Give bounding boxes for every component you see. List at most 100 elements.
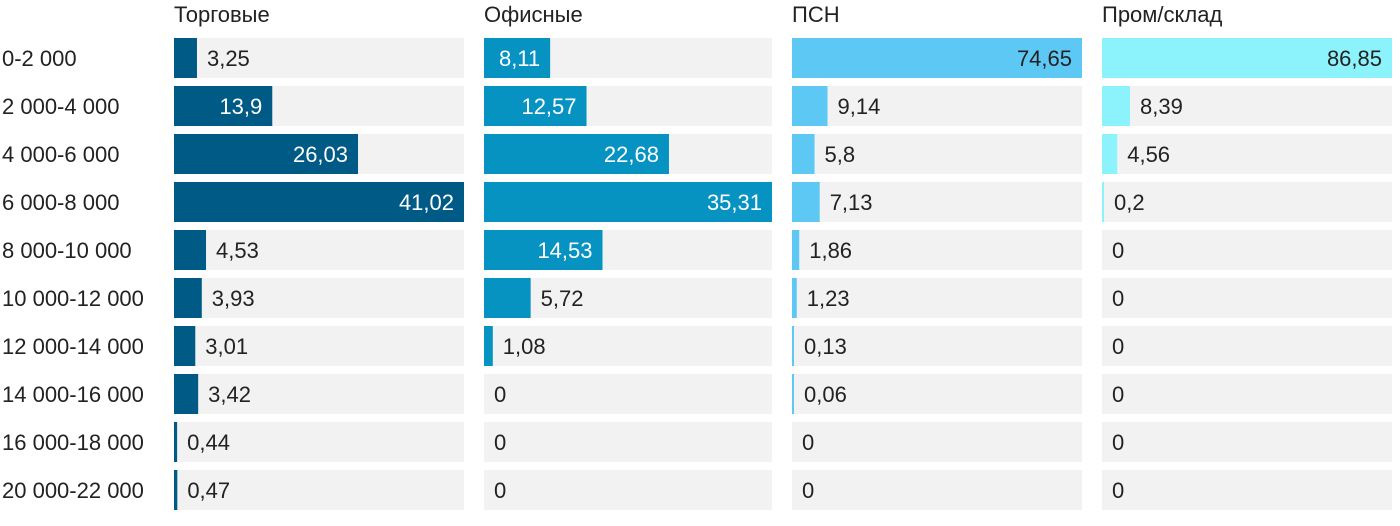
bar — [174, 278, 202, 318]
data-label: 0 — [802, 478, 814, 503]
bar — [484, 86, 587, 126]
bar — [174, 374, 199, 414]
data-label: 0 — [1112, 382, 1124, 407]
bar — [792, 230, 800, 270]
bar-track — [1102, 134, 1392, 174]
data-label: 0,44 — [187, 430, 230, 455]
bar — [174, 470, 178, 510]
data-label: 0 — [494, 478, 506, 503]
bar-track — [792, 278, 1082, 318]
data-label: 1,86 — [809, 238, 852, 263]
bar-track — [484, 374, 772, 414]
data-label: 1,08 — [503, 334, 546, 359]
bar — [792, 182, 820, 222]
bar-track — [792, 326, 1082, 366]
bar — [174, 230, 207, 270]
category-label: 12 000-14 000 — [2, 334, 144, 359]
bar — [174, 182, 464, 222]
data-label: 0 — [1112, 478, 1124, 503]
data-label: 86,85 — [1327, 46, 1382, 71]
data-label: 3,01 — [205, 334, 248, 359]
bar — [174, 326, 196, 366]
data-label: 5,8 — [825, 142, 856, 167]
bar-track — [1102, 230, 1392, 270]
bar — [484, 182, 772, 222]
data-label: 0,06 — [804, 382, 847, 407]
category-label: 0-2 000 — [2, 46, 77, 71]
bar-track — [174, 374, 464, 414]
bar-track — [1102, 422, 1392, 462]
bar — [792, 134, 815, 174]
bar — [484, 230, 603, 270]
bar — [174, 134, 359, 174]
bar — [1102, 86, 1131, 126]
data-label: 8,11 — [499, 46, 540, 71]
category-label: 8 000-10 000 — [2, 238, 132, 263]
data-label: 0 — [802, 430, 814, 455]
bar-track — [1102, 278, 1392, 318]
category-label: 20 000-22 000 — [2, 478, 144, 503]
bar — [484, 278, 531, 318]
category-label: 16 000-18 000 — [2, 430, 144, 455]
bar-track — [792, 182, 1082, 222]
data-label: 9,14 — [838, 94, 881, 119]
bar-track — [174, 326, 464, 366]
data-label: 0,2 — [1114, 190, 1145, 215]
panel-title: Офисные — [484, 2, 583, 27]
category-label: 2 000-4 000 — [2, 94, 119, 119]
data-label: 3,93 — [212, 286, 255, 311]
data-label: 0,13 — [804, 334, 847, 359]
bar-track — [484, 326, 772, 366]
data-label: 3,25 — [207, 46, 250, 71]
category-label: 10 000-12 000 — [2, 286, 144, 311]
bar-track — [174, 422, 464, 462]
data-label: 0 — [1112, 334, 1124, 359]
data-label: 14,53 — [537, 238, 592, 263]
data-label: 0 — [494, 430, 506, 455]
bar — [484, 38, 551, 78]
bar — [484, 326, 493, 366]
data-label: 0 — [1112, 238, 1124, 263]
data-label: 35,31 — [707, 190, 762, 215]
data-label: 26,03 — [293, 142, 348, 167]
bar-track — [1102, 182, 1392, 222]
bar-track — [792, 470, 1082, 510]
bar-track — [792, 134, 1082, 174]
bar — [484, 134, 669, 174]
bar-track — [1102, 374, 1392, 414]
bar — [174, 38, 197, 78]
data-label: 22,68 — [604, 142, 659, 167]
bar-track — [1102, 470, 1392, 510]
bar-track — [484, 470, 772, 510]
bar-track — [1102, 86, 1392, 126]
data-label: 13,9 — [219, 94, 262, 119]
data-label: 0,47 — [187, 478, 230, 503]
data-label: 8,39 — [1140, 94, 1183, 119]
bar — [792, 326, 794, 366]
bar — [792, 86, 828, 126]
bar-track — [792, 374, 1082, 414]
data-label: 5,72 — [541, 286, 584, 311]
bar — [1102, 182, 1104, 222]
bar-track — [484, 422, 772, 462]
bar — [1102, 38, 1392, 78]
data-label: 7,13 — [830, 190, 873, 215]
bar — [792, 278, 797, 318]
panel-title: ПСН — [792, 2, 840, 27]
panel-title: Торговые — [174, 2, 270, 27]
panel-title: Пром/склад — [1102, 2, 1222, 27]
bar — [174, 86, 273, 126]
data-label: 0 — [1112, 430, 1124, 455]
bar-track — [174, 38, 464, 78]
bar-track — [174, 278, 464, 318]
bar-track — [174, 230, 464, 270]
data-label: 4,56 — [1127, 142, 1170, 167]
bar-track — [484, 278, 772, 318]
category-label: 4 000-6 000 — [2, 142, 119, 167]
category-label: 6 000-8 000 — [2, 190, 119, 215]
bar-track — [792, 422, 1082, 462]
data-label: 4,53 — [216, 238, 259, 263]
data-label: 41,02 — [399, 190, 454, 215]
bar-track — [792, 86, 1082, 126]
